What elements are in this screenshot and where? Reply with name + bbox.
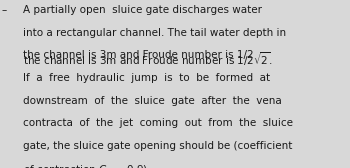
Text: –: –	[2, 5, 7, 15]
Text: contracta  of  the  jet  coming  out  from  the  sluice: contracta of the jet coming out from the…	[23, 118, 293, 129]
Text: of contraction $C_C$ = 0.9): of contraction $C_C$ = 0.9)	[23, 164, 148, 168]
Text: downstream  of  the  sluice  gate  after  the  vena: downstream of the sluice gate after the …	[23, 96, 281, 106]
Text: the channel is 3m and Froude number is 1/2: the channel is 3m and Froude number is 1…	[23, 50, 253, 60]
Text: into a rectangular channel. The tail water depth in: into a rectangular channel. The tail wat…	[23, 28, 286, 38]
Text: A partially open  sluice gate discharges water: A partially open sluice gate discharges …	[23, 5, 262, 15]
Text: gate, the sluice gate opening should be (coefficient: gate, the sluice gate opening should be …	[23, 141, 292, 151]
Text: If  a  free  hydraulic  jump  is  to  be  formed  at: If a free hydraulic jump is to be formed…	[23, 73, 270, 83]
Text: the channel is 3m and Froude number is $1/2\sqrt{2}$.: the channel is 3m and Froude number is $…	[23, 50, 273, 68]
